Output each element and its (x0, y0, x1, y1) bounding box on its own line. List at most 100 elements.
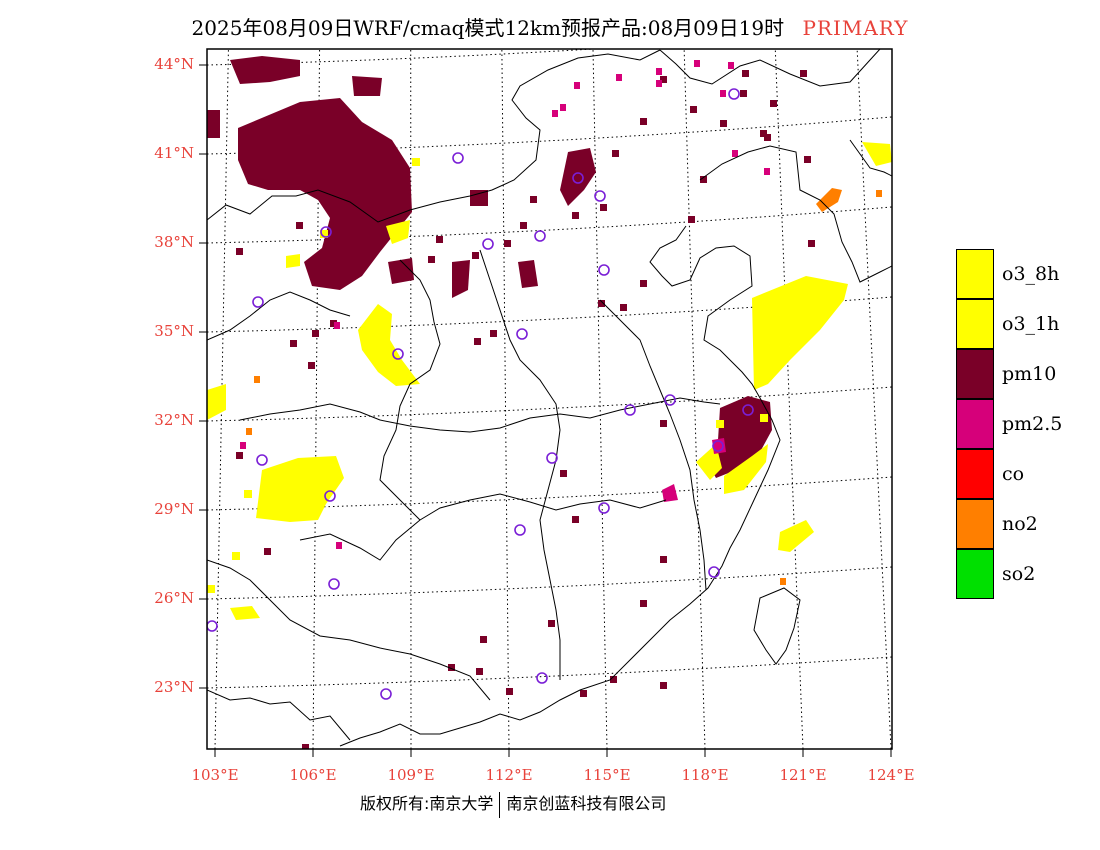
pm25-cell (552, 110, 558, 117)
pm25-cell (334, 322, 340, 329)
o3-region (256, 456, 344, 522)
pm25-cell (336, 542, 342, 549)
longitude-gridline (501, 49, 510, 749)
o3-cell (232, 552, 240, 560)
pm25-cell (574, 82, 580, 89)
pm10-cell (520, 222, 527, 229)
pm10-cell (480, 636, 487, 643)
legend-swatch (956, 449, 994, 499)
pm10-cell (800, 70, 807, 77)
pm25-cell (720, 90, 726, 97)
pm10-cell (660, 76, 667, 83)
latitude-label: 23°N (154, 678, 194, 696)
pm10-region (388, 258, 414, 284)
station-marker (728, 88, 740, 100)
legend-item-o3_1h: o3_1h (956, 299, 1096, 349)
legend-swatch (956, 549, 994, 599)
longitude-label: 118°E (681, 766, 729, 784)
pm10-cell (640, 600, 647, 607)
pm10-cell (448, 664, 455, 671)
o3-region (752, 276, 848, 390)
longitude-label: 124°E (867, 766, 915, 784)
legend-swatch (956, 249, 994, 299)
pm10-region (560, 148, 596, 206)
o3-region (386, 220, 410, 244)
pm10-cell (474, 338, 481, 345)
station-markers (207, 88, 754, 700)
pm10-cell (530, 196, 537, 203)
province-boundary (207, 291, 351, 341)
pm10-cell (620, 304, 627, 311)
latitude-label: 29°N (154, 500, 194, 518)
no2-cell (780, 578, 786, 585)
pm10-region (470, 190, 488, 206)
longitude-label: 115°E (583, 766, 631, 784)
station-marker (328, 578, 340, 590)
graticule (207, 49, 892, 749)
pm10-cell (302, 744, 309, 749)
pm10-cell (580, 690, 587, 697)
pm10-cell (560, 470, 567, 477)
pm25-cell (240, 442, 246, 449)
taiwan-coast (753, 587, 801, 665)
latitude-gridline (207, 206, 892, 244)
station-marker (324, 490, 336, 502)
longitude-gridline (592, 49, 608, 749)
latitude-gridline (207, 476, 892, 511)
no2-cell (254, 376, 260, 383)
o3-region (778, 520, 814, 552)
legend-label: so2 (1002, 563, 1036, 585)
footer: 版权所有:南京大学 南京创蓝科技有限公司 (360, 790, 666, 818)
pm10-region (352, 76, 382, 96)
pm10-cell (236, 452, 243, 459)
pm10-cell (770, 100, 777, 107)
station-marker (482, 238, 494, 250)
province-boundary (379, 259, 441, 521)
legend-label: co (1002, 463, 1025, 485)
pm10-cell (296, 222, 303, 229)
pm10-cell (490, 330, 497, 337)
map-title: 2025年08月09日WRF/cmaq模式12km预报产品:08月09日19时 … (0, 12, 1100, 41)
pm10-cell (572, 516, 579, 523)
pm10-region (706, 396, 772, 478)
station-marker (708, 566, 720, 578)
latitude-label: 38°N (154, 233, 194, 251)
pm10-cell (504, 240, 511, 247)
station-marker (594, 190, 606, 202)
longitude-label: 106°E (289, 766, 337, 784)
station-marker (320, 226, 332, 238)
o3-region (724, 444, 768, 494)
legend-item-co: co (956, 449, 1096, 499)
title-tag: PRIMARY (802, 16, 909, 40)
longitude-label: 109°E (387, 766, 435, 784)
legend-swatch (956, 399, 994, 449)
pm10-region (230, 56, 300, 84)
station-marker (712, 440, 724, 452)
station-marker (624, 404, 636, 416)
national-boundary (849, 139, 892, 177)
station-marker (546, 452, 558, 464)
legend: o3_8h o3_1h pm10 pm2.5 co no2 so2 (956, 249, 1096, 599)
latitude-gridline (207, 386, 892, 422)
pm10-cell (312, 330, 319, 337)
pm10-cell (472, 252, 479, 259)
latitude-label: 35°N (154, 322, 194, 340)
pm10-region (518, 260, 538, 288)
legend-item-o3_8h: o3_8h (956, 249, 1096, 299)
no2-cell (876, 190, 882, 197)
station-marker (534, 230, 546, 242)
pm10-cell (660, 556, 667, 563)
pm25-cell (732, 150, 738, 157)
station-marker (392, 348, 404, 360)
o3-cell (320, 230, 328, 238)
pm10-cell (308, 362, 315, 369)
pm10-cell (428, 256, 435, 263)
pm10-cell (476, 668, 483, 675)
o3-region (358, 304, 420, 386)
legend-item-pm25: pm2.5 (956, 399, 1096, 449)
legend-swatch (956, 499, 994, 549)
pm10-cell (760, 130, 767, 137)
pm10-region (452, 260, 470, 298)
pm10-cell (688, 216, 695, 223)
longitude-label: 103°E (191, 766, 239, 784)
